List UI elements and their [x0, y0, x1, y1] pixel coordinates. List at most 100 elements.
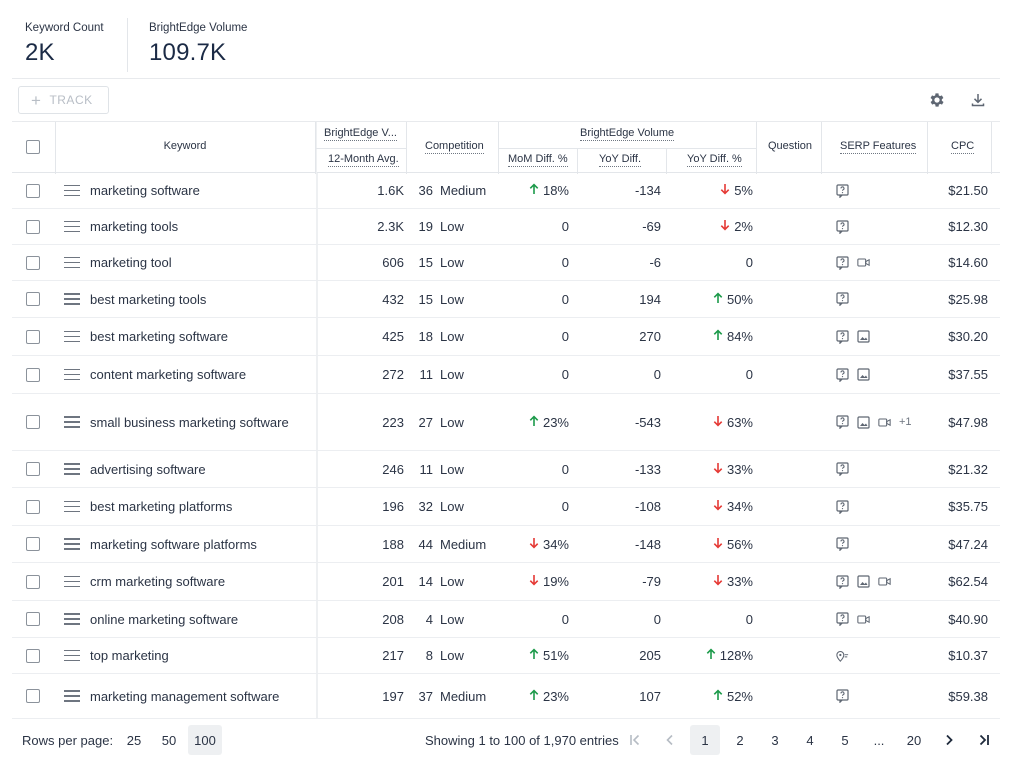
keyword-cell[interactable]: small business marketing software [90, 414, 289, 430]
serp-features-cell[interactable] [836, 173, 849, 208]
gear-icon[interactable] [927, 90, 947, 110]
rows-option-50[interactable]: 50 [161, 732, 177, 748]
table-row[interactable]: marketing tool 606 15 Low 0 -6 0 $14.60 [12, 245, 1000, 281]
keyword-cell[interactable]: online marketing software [90, 611, 239, 627]
list-icon[interactable] [64, 356, 80, 393]
serp-features-cell[interactable] [836, 245, 870, 280]
row-checkbox[interactable] [26, 394, 40, 450]
keyword-cell[interactable]: marketing management software [90, 688, 280, 704]
page-3[interactable]: 3 [771, 732, 779, 748]
list-icon[interactable] [64, 601, 80, 637]
keyword-cell[interactable]: best marketing platforms [90, 499, 233, 514]
keyword-cell[interactable]: best marketing tools [90, 291, 207, 307]
keyword-header[interactable]: Keyword [163, 140, 207, 152]
table-row[interactable]: marketing management software 197 37 Medium… [12, 674, 1000, 719]
keyword-cell[interactable]: marketing tools [90, 219, 179, 234]
list-icon[interactable] [64, 451, 80, 487]
list-icon[interactable] [64, 281, 80, 317]
page-1[interactable]: 1 [690, 725, 720, 755]
serp-features-cell[interactable]: +1 [836, 394, 912, 450]
serp-features-cell[interactable] [836, 563, 891, 600]
list-icon[interactable] [64, 674, 80, 718]
keyword-cell[interactable]: best marketing software [90, 329, 229, 344]
list-icon[interactable] [64, 173, 80, 208]
yoy-header[interactable]: YoY Diff. [599, 153, 641, 167]
table-row[interactable]: marketing software platforms 188 44 Medium 3… [12, 526, 1000, 563]
keyword-cell[interactable]: top marketing [90, 648, 169, 663]
serp-features-cell[interactable] [836, 638, 849, 673]
list-icon[interactable] [64, 245, 80, 280]
row-checkbox[interactable] [26, 488, 40, 525]
row-checkbox[interactable] [26, 173, 40, 208]
list-icon[interactable] [64, 638, 80, 673]
table-row[interactable]: best marketing tools 432 15 Low 0 194 50% $25.9… [12, 281, 1000, 318]
row-checkbox[interactable] [26, 601, 40, 637]
competition-header[interactable]: Competition [425, 140, 484, 154]
table-row[interactable]: best marketing software 425 18 Low 0 270 84% $3… [12, 318, 1000, 356]
page-20[interactable]: 20 [906, 732, 922, 748]
serp-header[interactable]: SERP Features [840, 140, 917, 154]
list-icon[interactable] [64, 488, 80, 525]
keyword-cell[interactable]: advertising software [90, 461, 206, 477]
table-row[interactable]: best marketing platforms 196 32 Low 0 -108 34%… [12, 488, 1000, 526]
row-checkbox[interactable] [26, 563, 40, 600]
volume-avg-header[interactable]: 12-Month Avg. [328, 153, 399, 167]
page-4[interactable]: 4 [806, 732, 814, 748]
question-header[interactable]: Question [768, 140, 813, 152]
row-checkbox[interactable] [26, 638, 40, 673]
next-page-icon[interactable] [934, 725, 964, 755]
serp-features-cell[interactable] [836, 281, 849, 317]
last-page-icon[interactable] [969, 725, 999, 755]
download-icon[interactable] [968, 90, 988, 110]
row-checkbox[interactable] [26, 526, 40, 562]
yoy-pct-header[interactable]: YoY Diff. % [687, 153, 742, 167]
serp-features-cell[interactable] [836, 318, 870, 355]
mom-header[interactable]: MoM Diff. % [508, 153, 568, 167]
serp-features-cell[interactable] [836, 526, 849, 562]
prev-page-icon[interactable] [655, 725, 685, 755]
table-row[interactable]: marketing tools 2.3K 19 Low 0 -69 2% $12.30 [12, 209, 1000, 245]
serp-features-cell[interactable] [836, 451, 849, 487]
track-button[interactable]: + TRACK [18, 86, 109, 114]
serp-features-cell[interactable] [836, 209, 849, 244]
select-all-checkbox[interactable] [26, 140, 40, 154]
serp-features-cell[interactable] [836, 674, 849, 718]
row-checkbox[interactable] [26, 245, 40, 280]
table-row[interactable]: top marketing 217 8 Low 51% 205 128% $10.37 [12, 638, 1000, 674]
list-icon[interactable] [64, 526, 80, 562]
list-icon[interactable] [64, 318, 80, 355]
keyword-cell[interactable]: crm marketing software [90, 574, 226, 589]
rows-option-100[interactable]: 100 [188, 725, 222, 755]
row-checkbox[interactable] [26, 451, 40, 487]
serp-features-cell[interactable] [836, 601, 870, 637]
keyword-cell[interactable]: marketing software platforms [90, 536, 257, 552]
table-row[interactable]: content marketing software 272 11 Low 0 0 0 $37… [12, 356, 1000, 394]
row-checkbox[interactable] [26, 674, 40, 718]
page-2[interactable]: 2 [736, 732, 744, 748]
table-row[interactable]: marketing software 1.6K 36 Medium 18% -134 5% $… [12, 173, 1000, 209]
arrow-up-icon [529, 648, 539, 663]
list-icon[interactable] [64, 209, 80, 244]
serp-more-count[interactable]: +1 [899, 416, 912, 428]
keyword-cell[interactable]: marketing software [90, 183, 200, 198]
row-checkbox[interactable] [26, 281, 40, 317]
row-checkbox[interactable] [26, 209, 40, 244]
page-5[interactable]: 5 [841, 732, 849, 748]
table-row[interactable]: crm marketing software 201 14 Low 19% -79 33% $… [12, 563, 1000, 601]
rows-option-25[interactable]: 25 [126, 732, 142, 748]
keyword-cell[interactable]: content marketing software [90, 367, 247, 382]
first-page-icon[interactable] [620, 725, 650, 755]
row-checkbox[interactable] [26, 318, 40, 355]
serp-features-cell[interactable] [836, 488, 849, 525]
volume-header[interactable]: BrightEdge V... [324, 127, 397, 141]
table-row[interactable]: small business marketing software 223 27 Lo… [12, 394, 1000, 451]
serp-features-cell[interactable] [836, 356, 870, 393]
yoy-cell: 107 [639, 688, 661, 704]
list-icon[interactable] [64, 394, 80, 450]
keyword-cell[interactable]: marketing tool [90, 255, 172, 270]
table-row[interactable]: advertising software 246 11 Low 0 -133 33% $21.… [12, 451, 1000, 488]
row-checkbox[interactable] [26, 356, 40, 393]
list-icon[interactable] [64, 563, 80, 600]
cpc-header[interactable]: CPC [951, 140, 975, 154]
table-row[interactable]: online marketing software 208 4 Low 0 0 0 $40.9… [12, 601, 1000, 638]
